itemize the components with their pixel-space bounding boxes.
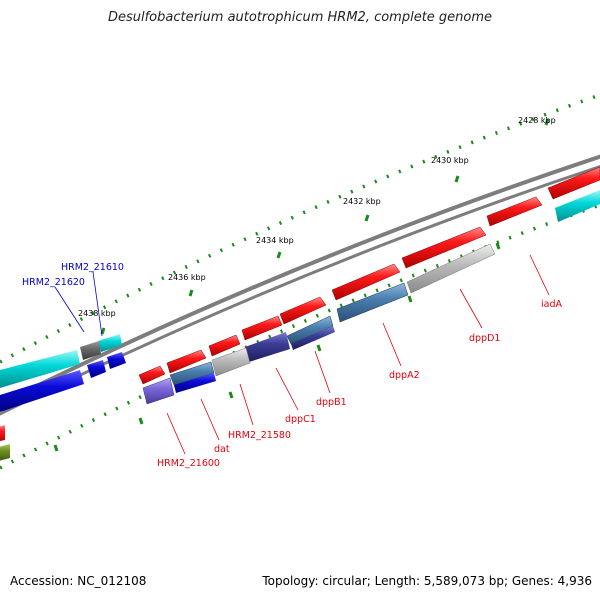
map-title: Desulfobacterium autotrophicum HRM2, com… (107, 10, 493, 25)
gene-arrow[interactable] (98, 334, 122, 352)
gene-arrow[interactable] (211, 347, 251, 377)
gene-arrow[interactable] (80, 341, 101, 360)
gene-arrow[interactable] (547, 166, 600, 200)
scale-label: 2436 kbp (168, 273, 206, 282)
reverse-strand-genes (0, 190, 600, 462)
gene-arrow[interactable] (486, 196, 543, 227)
gene-arrow[interactable] (0, 444, 10, 462)
gene-arrow[interactable] (241, 315, 283, 341)
outer-tick-ring (0, 93, 600, 364)
gene-arrow[interactable] (107, 352, 126, 369)
callout-lines (166, 254, 550, 455)
accession-text: Accession: NC_012108 (10, 574, 147, 588)
gene-label-dppA2[interactable]: dppA2 (389, 370, 420, 381)
gene-arrow[interactable] (279, 296, 327, 325)
gene-arrow[interactable] (138, 365, 166, 385)
gene-arrow[interactable] (87, 360, 106, 378)
callout-lines-blue (54, 271, 103, 337)
gene-label-HRM2_21620[interactable]: HRM2_21620 (22, 277, 85, 288)
gene-label-dat[interactable]: dat (214, 444, 230, 455)
gene-label-dppB1[interactable]: dppB1 (316, 397, 347, 408)
gene-label-HRM2_21610[interactable]: HRM2_21610 (61, 262, 124, 273)
scale-label: 2434 kbp (256, 236, 294, 245)
backbone-inner (0, 165, 600, 416)
gene-label-dppC1[interactable]: dppC1 (285, 414, 316, 425)
gene-arrow[interactable] (208, 334, 241, 357)
gene-arrow[interactable] (331, 263, 401, 301)
gene-label-iadA[interactable]: iadA (541, 299, 562, 310)
gene-arrow[interactable] (401, 226, 487, 269)
scale-label: 2428 kbp (518, 116, 556, 125)
gene-label-HRM2_21580[interactable]: HRM2_21580 (228, 430, 291, 441)
scale-label: 2438 kbp (78, 309, 116, 318)
gene-arrow[interactable] (406, 243, 496, 294)
gene-arrow[interactable] (245, 332, 290, 362)
inner-major-ticks (53, 242, 501, 452)
gene-arrow[interactable] (142, 377, 175, 405)
gene-arrow[interactable] (0, 425, 5, 442)
gene-arrow[interactable] (166, 349, 207, 374)
gene-arrow[interactable] (0, 350, 80, 388)
gene-arrow[interactable] (0, 370, 84, 412)
gene-arrow[interactable] (291, 326, 335, 350)
backbone-outer (0, 154, 600, 407)
scale-label: 2432 kbp (343, 197, 381, 206)
gene-arrow[interactable] (336, 282, 409, 323)
gene-arrow[interactable] (555, 190, 600, 222)
gene-arrow[interactable] (174, 373, 216, 393)
genome-summary-text: Topology: circular; Length: 5,589,073 bp… (262, 574, 592, 588)
gene-label-HRM2_21600[interactable]: HRM2_21600 (157, 458, 220, 469)
outer-major-ticks (100, 118, 550, 335)
scale-label: 2430 kbp (431, 156, 469, 165)
forward-strand-genes (0, 166, 600, 442)
gene-label-dppD1[interactable]: dppD1 (469, 333, 500, 344)
